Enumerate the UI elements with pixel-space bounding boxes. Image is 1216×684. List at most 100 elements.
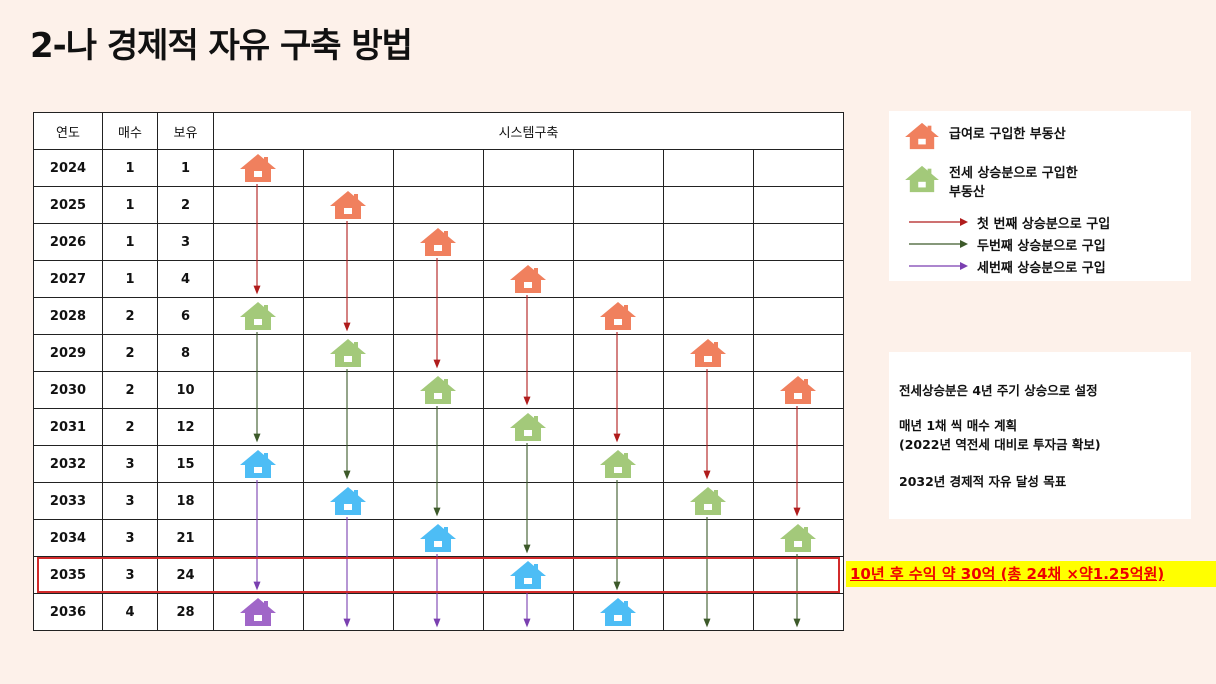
table-header-row: 연도 매수 보유 시스템구축 <box>33 112 844 150</box>
system-cell <box>753 297 844 335</box>
system-cell <box>753 334 844 372</box>
buy-cell: 2 <box>102 408 158 446</box>
year-cell: 2032 <box>33 445 103 483</box>
own-cell: 24 <box>157 556 214 594</box>
system-cell <box>573 186 664 224</box>
own-cell: 1 <box>157 149 214 187</box>
notes-panel: 전세상승분은 4년 주기 상승으로 설정 매년 1채 씩 매수 계획 (2022… <box>889 352 1191 519</box>
system-cell <box>663 186 754 224</box>
system-cell <box>483 260 574 298</box>
buy-cell: 3 <box>102 519 158 557</box>
system-cell <box>663 408 754 446</box>
legend-jeonse: 전세 상승분으로 구입한 부동산 <box>889 164 1078 202</box>
own-header: 보유 <box>157 112 214 150</box>
year-cell: 2025 <box>33 186 103 224</box>
table-row: 2036 4 28 <box>33 593 844 631</box>
system-cell <box>213 149 304 187</box>
system-cell <box>663 334 754 372</box>
buy-header: 매수 <box>102 112 158 150</box>
system-cell <box>573 408 664 446</box>
legend-arrow-first-label: 첫 번째 상승분으로 구입 <box>977 217 1111 232</box>
page-title: 2-나 경제적 자유 구축 방법 <box>30 26 413 66</box>
system-cell <box>303 445 394 483</box>
note-line-3: (2022년 역전세 대비로 투자금 확보) <box>899 437 1101 452</box>
system-cell <box>303 408 394 446</box>
system-cell <box>393 556 484 594</box>
system-cell <box>303 223 394 261</box>
system-cell <box>213 297 304 335</box>
system-cell <box>393 149 484 187</box>
system-cell <box>573 149 664 187</box>
system-cell <box>213 482 304 520</box>
system-cell <box>663 223 754 261</box>
system-cell <box>483 482 574 520</box>
system-cell <box>213 408 304 446</box>
own-cell: 3 <box>157 223 214 261</box>
table-row: 2027 1 4 <box>33 260 844 298</box>
system-cell <box>393 371 484 409</box>
system-cell <box>393 445 484 483</box>
system-cell <box>663 482 754 520</box>
system-cell <box>483 445 574 483</box>
system-table: 연도 매수 보유 시스템구축 2024 1 1 2025 1 2 2026 1 3 2027 1 4 2… <box>33 112 844 631</box>
system-cell <box>573 297 664 335</box>
buy-cell: 2 <box>102 297 158 335</box>
system-cell <box>213 334 304 372</box>
legend-arrow-second-label: 두번째 상승분으로 구입 <box>977 239 1106 254</box>
system-cell <box>483 334 574 372</box>
own-cell: 4 <box>157 260 214 298</box>
system-cell <box>663 556 754 594</box>
system-cell <box>393 519 484 557</box>
system-cell <box>483 519 574 557</box>
system-cell <box>393 186 484 224</box>
system-cell <box>573 223 664 261</box>
system-cell <box>303 371 394 409</box>
system-cell <box>303 260 394 298</box>
system-cell <box>753 260 844 298</box>
arrow-third-icon <box>909 262 968 270</box>
system-cell <box>303 482 394 520</box>
system-cell <box>573 556 664 594</box>
buy-cell: 1 <box>102 260 158 298</box>
arrow-second-icon <box>909 240 968 248</box>
system-cell <box>303 297 394 335</box>
system-cell <box>753 371 844 409</box>
year-cell: 2031 <box>33 408 103 446</box>
system-cell <box>663 371 754 409</box>
system-header: 시스템구축 <box>213 112 844 150</box>
system-cell <box>483 297 574 335</box>
table-row: 2032 3 15 <box>33 445 844 483</box>
buy-cell: 3 <box>102 482 158 520</box>
system-cell <box>753 519 844 557</box>
note-line-4: 2032년 경제적 자유 달성 목표 <box>899 474 1067 489</box>
own-cell: 8 <box>157 334 214 372</box>
system-cell <box>483 556 574 594</box>
system-cell <box>753 223 844 261</box>
own-cell: 10 <box>157 371 214 409</box>
table-row: 2033 3 18 <box>33 482 844 520</box>
year-cell: 2026 <box>33 223 103 261</box>
system-cell <box>213 371 304 409</box>
system-cell <box>393 593 484 631</box>
legend-jeonse-label-1: 전세 상승분으로 구입한 <box>949 166 1078 181</box>
system-cell <box>303 149 394 187</box>
system-cell <box>213 186 304 224</box>
system-cell <box>483 223 574 261</box>
legend-salary-label: 급여로 구입한 부동산 <box>949 127 1066 142</box>
system-cell <box>663 297 754 335</box>
own-cell: 15 <box>157 445 214 483</box>
system-cell <box>753 408 844 446</box>
system-cell <box>483 408 574 446</box>
system-cell <box>303 334 394 372</box>
own-cell: 12 <box>157 408 214 446</box>
system-cell <box>303 186 394 224</box>
buy-cell: 3 <box>102 445 158 483</box>
buy-cell: 1 <box>102 186 158 224</box>
buy-cell: 4 <box>102 593 158 631</box>
system-cell <box>213 445 304 483</box>
table-row: 2028 2 6 <box>33 297 844 335</box>
own-cell: 2 <box>157 186 214 224</box>
year-header: 연도 <box>33 112 103 150</box>
system-cell <box>573 519 664 557</box>
system-cell <box>393 334 484 372</box>
